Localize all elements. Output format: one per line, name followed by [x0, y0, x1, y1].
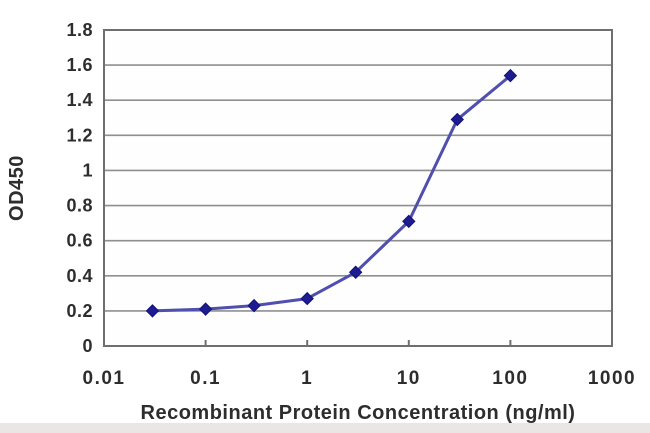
x-tick-label: 10: [397, 368, 421, 389]
x-tick-label: 0.01: [83, 368, 126, 389]
data-point-marker: [503, 68, 518, 83]
plot-border: [103, 29, 613, 347]
tick-labels: 0 0.2 0.4 0.6 0.8 1 1.2 1.4 1.6 1.8 0.01 0.1 1 10 100 1…: [66, 20, 636, 389]
data-point-marker: [145, 304, 160, 318]
bottom-artifact-band: [0, 423, 650, 433]
data-point-marker: [300, 291, 314, 306]
x-tick-label: 0.1: [190, 368, 221, 389]
x-tick-label: 1000: [588, 368, 636, 389]
y-tick-label: 0: [82, 336, 93, 356]
x-tick-label: 100: [492, 368, 528, 389]
axis-ticks: [204, 340, 512, 345]
x-axis-title: Recombinant Protein Concentration (ng/ml…: [141, 402, 576, 424]
y-tick-label: 0.4: [66, 266, 93, 286]
gridlines: [104, 64, 612, 312]
plot-frame: [103, 29, 613, 347]
y-tick-label: 1.4: [66, 90, 93, 110]
y-tick-label: 0.6: [66, 231, 93, 251]
data-point-marker: [198, 302, 213, 316]
y-tick-label: 1.8: [66, 20, 93, 40]
data-point-marker: [348, 265, 363, 279]
series-line: [150, 74, 512, 313]
y-tick-label: 0.8: [66, 196, 93, 216]
y-tick-label: 1: [82, 160, 93, 180]
data-point-marker: [247, 298, 261, 313]
jpeg-artifact-band: [0, 423, 650, 433]
y-tick-label: 0.2: [66, 301, 93, 321]
data-point-marker: [402, 214, 416, 229]
y-tick-label: 1.2: [66, 125, 93, 145]
x-tick-label: 1: [301, 368, 313, 389]
y-axis-title: OD450: [6, 155, 28, 221]
data-point-marker: [450, 112, 464, 127]
y-tick-label: 1.6: [66, 55, 93, 75]
plot-background: [104, 30, 612, 346]
plot-area: [104, 30, 612, 346]
data-series: [145, 68, 518, 318]
